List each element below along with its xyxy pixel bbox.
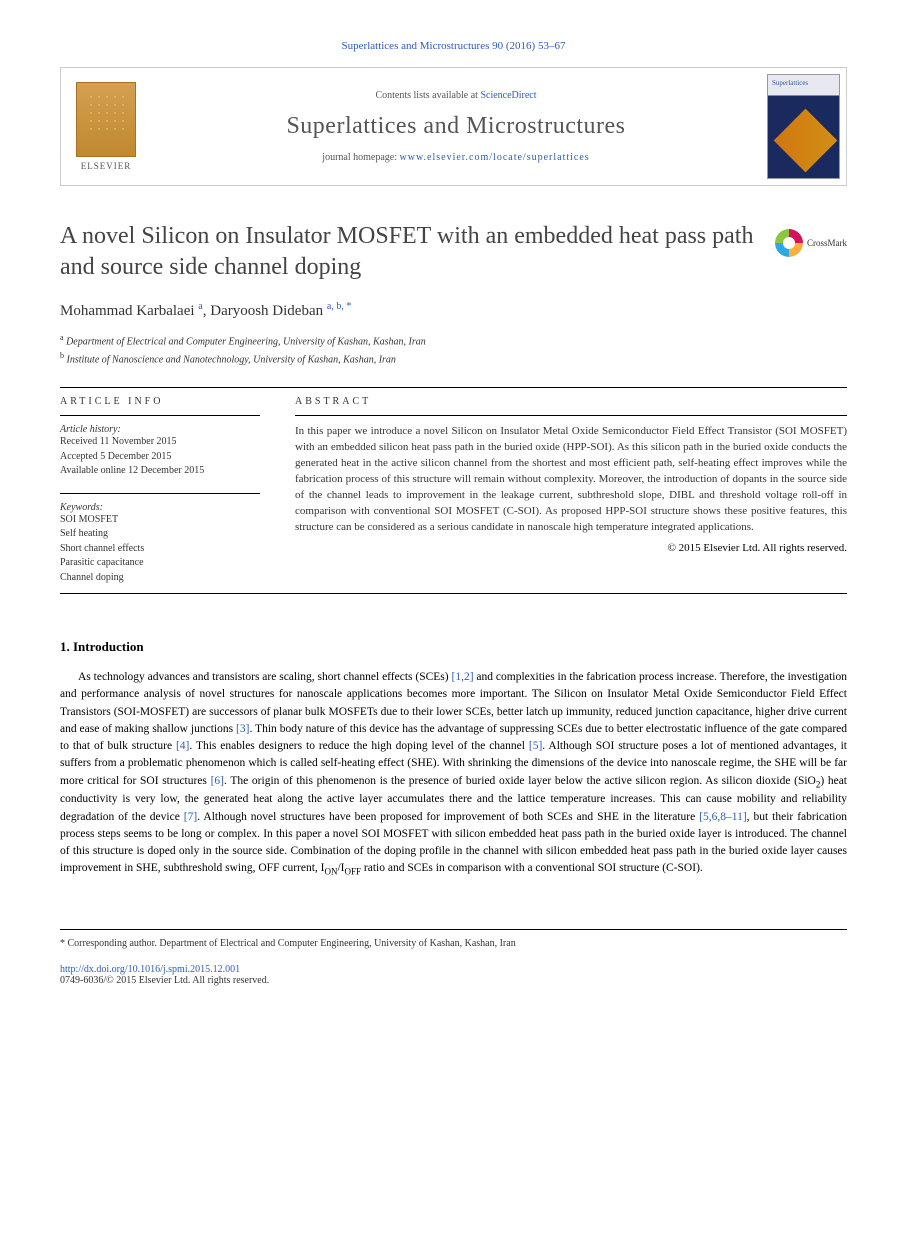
elsevier-logo[interactable]: ELSEVIER (61, 68, 151, 185)
keyword-1: SOI MOSFET (60, 513, 260, 528)
article-title: A novel Silicon on Insulator MOSFET with… (60, 221, 755, 283)
affiliation-b: b Institute of Nanoscience and Nanotechn… (60, 350, 847, 367)
doi-link[interactable]: http://dx.doi.org/10.1016/j.spmi.2015.12… (60, 964, 847, 975)
ref-link-7[interactable]: [7] (184, 811, 197, 823)
abstract-divider (295, 415, 847, 416)
sciencedirect-link[interactable]: ScienceDirect (480, 90, 536, 101)
article-info-column: ARTICLE INFO Article history: Received 1… (60, 396, 260, 585)
keyword-4: Parasitic capacitance (60, 556, 260, 571)
ref-link-5[interactable]: [5] (529, 740, 542, 752)
ref-link-3[interactable]: [3] (236, 723, 249, 735)
authors-line: Mohammad Karbalaei a, Daryoosh Dideban a… (60, 301, 847, 320)
abstract-text: In this paper we introduce a novel Silic… (295, 424, 847, 536)
keyword-5: Channel doping (60, 571, 260, 586)
elsevier-label: ELSEVIER (81, 161, 132, 171)
online-date: Available online 12 December 2015 (60, 464, 260, 479)
author-2-name[interactable]: Daryoosh Dideban (210, 303, 323, 319)
subscript-off: OFF (345, 867, 362, 877)
elsevier-tree-icon (76, 82, 136, 157)
journal-header-box: ELSEVIER Contents lists available at Sci… (60, 67, 847, 186)
issn-copyright-line: 0749-6036/© 2015 Elsevier Ltd. All right… (60, 975, 847, 986)
introduction-section: 1. Introduction As technology advances a… (60, 639, 847, 879)
crossmark-label: CrossMark (807, 238, 847, 248)
info-abstract-row: ARTICLE INFO Article history: Received 1… (60, 396, 847, 585)
corresponding-author-note: * Corresponding author. Department of El… (60, 938, 847, 949)
citation-header: Superlattices and Microstructures 90 (20… (60, 40, 847, 52)
author-2-affil-marker: a, b, * (327, 301, 351, 312)
contents-available-line: Contents lists available at ScienceDirec… (171, 90, 741, 101)
keyword-2: Self heating (60, 527, 260, 542)
journal-cover-thumbnail[interactable] (761, 68, 846, 185)
ref-link-4[interactable]: [4] (176, 740, 189, 752)
ref-link-6[interactable]: [6] (211, 775, 224, 787)
abstract-column: ABSTRACT In this paper we introduce a no… (295, 396, 847, 585)
ref-link-5-6-8-11[interactable]: [5,6,8–11] (699, 811, 746, 823)
title-row: A novel Silicon on Insulator MOSFET with… (60, 221, 847, 283)
keyword-3: Short channel effects (60, 542, 260, 557)
article-history-label: Article history: (60, 424, 260, 435)
abstract-header: ABSTRACT (295, 396, 847, 407)
subscript-on: ON (324, 867, 337, 877)
accepted-date: Accepted 5 December 2015 (60, 450, 260, 465)
article-info-header: ARTICLE INFO (60, 396, 260, 407)
homepage-line: journal homepage: www.elsevier.com/locat… (171, 152, 741, 163)
info-divider (60, 415, 260, 416)
contents-prefix: Contents lists available at (375, 90, 480, 101)
crossmark-badge[interactable]: CrossMark (775, 229, 847, 257)
ref-link-1-2[interactable]: [1,2] (452, 671, 474, 683)
affiliation-a: a Department of Electrical and Computer … (60, 332, 847, 349)
homepage-prefix: journal homepage: (322, 152, 399, 163)
introduction-heading: 1. Introduction (60, 639, 847, 655)
cover-image (767, 74, 840, 179)
page-footer: * Corresponding author. Department of El… (60, 929, 847, 986)
author-1-name[interactable]: Mohammad Karbalaei (60, 303, 195, 319)
homepage-link[interactable]: www.elsevier.com/locate/superlattices (400, 152, 590, 163)
divider-bottom (60, 593, 847, 594)
divider-top (60, 387, 847, 388)
affiliations: a Department of Electrical and Computer … (60, 332, 847, 367)
crossmark-icon (775, 229, 803, 257)
received-date: Received 11 November 2015 (60, 435, 260, 450)
header-center: Contents lists available at ScienceDirec… (151, 68, 761, 185)
keywords-divider (60, 493, 260, 494)
abstract-copyright: © 2015 Elsevier Ltd. All rights reserved… (295, 542, 847, 554)
journal-name: Superlattices and Microstructures (171, 113, 741, 140)
introduction-paragraph: As technology advances and transistors a… (60, 669, 847, 879)
keywords-label: Keywords: (60, 502, 260, 513)
